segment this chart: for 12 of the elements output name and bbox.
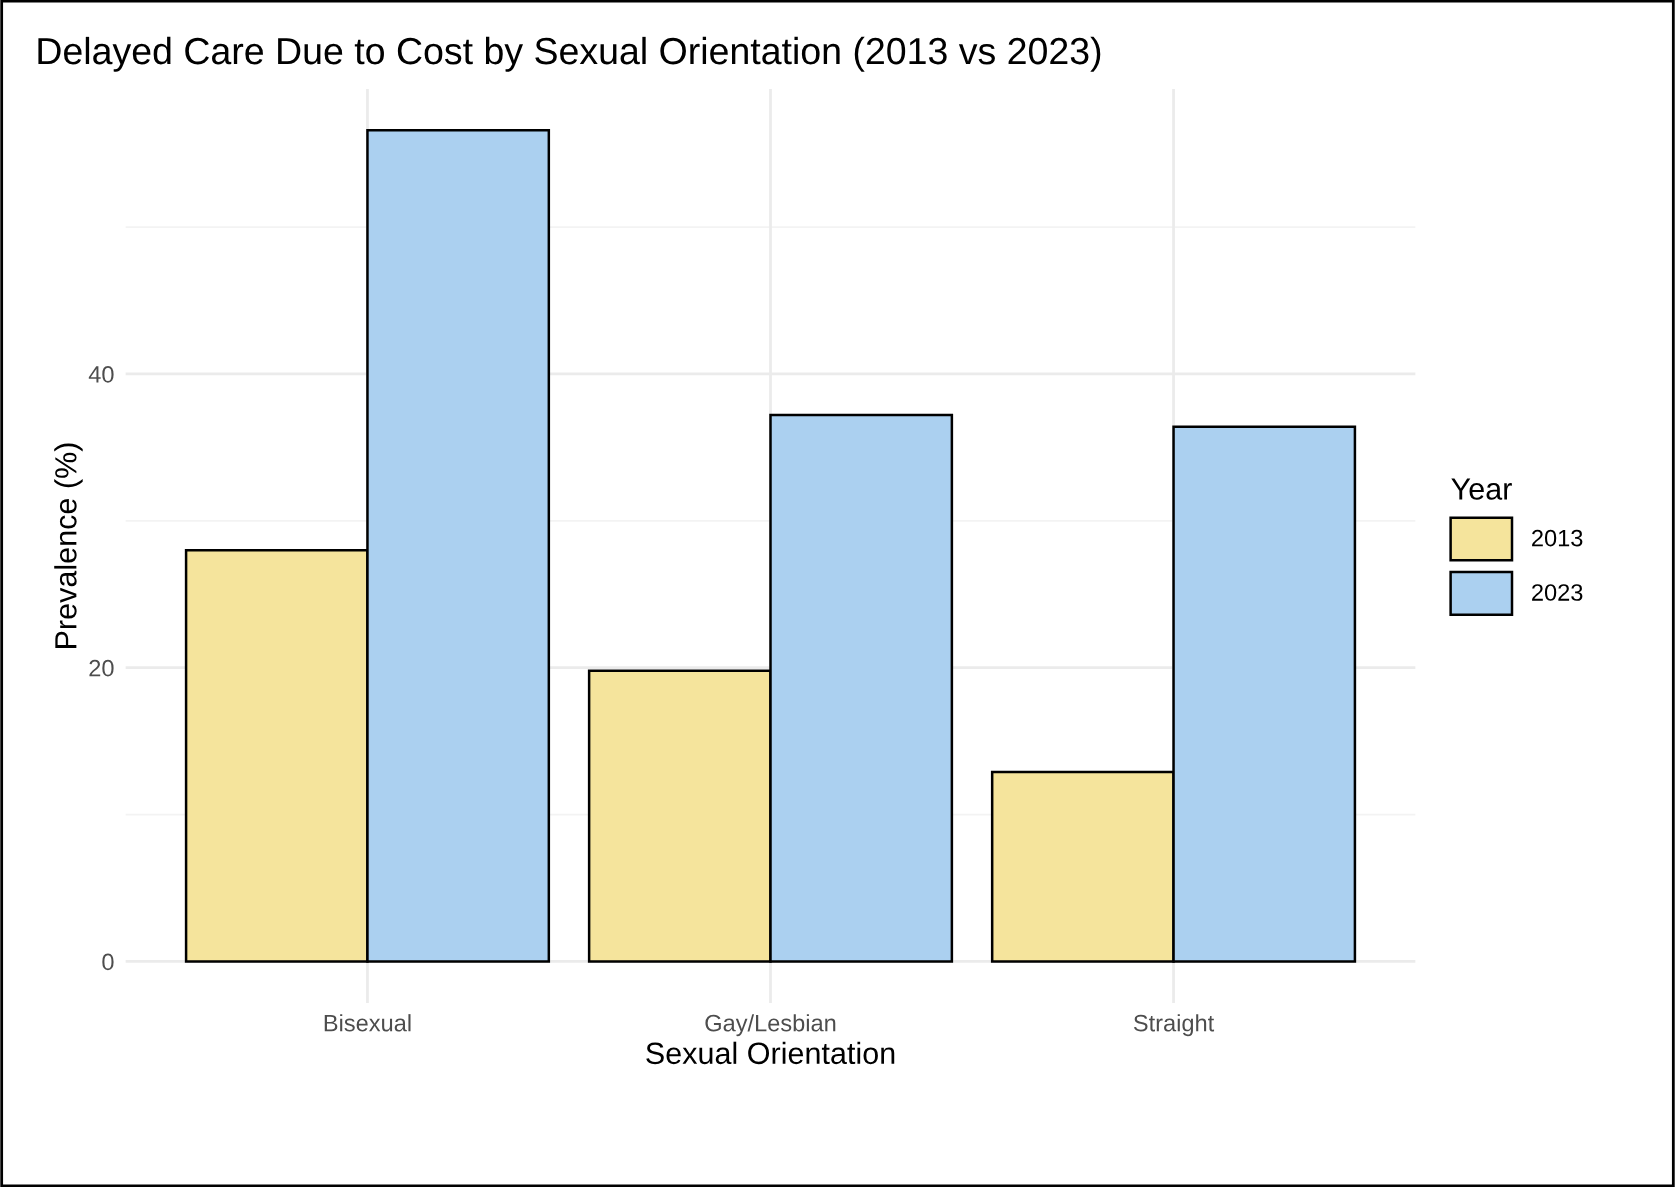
x-tick-label: Bisexual <box>324 1014 411 1032</box>
y-tick-label: 20 <box>89 659 114 677</box>
x-tick-label: Straight <box>1133 1014 1215 1037</box>
x-tick-label: Gay/Lesbian <box>705 1014 836 1037</box>
legend-label: 2013 <box>1532 529 1583 547</box>
legend-label: 2023 <box>1532 584 1583 601</box>
x-axis-title: Sexual Orientation <box>646 1041 895 1065</box>
chart-title: Delayed Care Due to Cost by Sexual Orientation (2013 vs 2023) <box>38 36 1101 72</box>
y-tick-label: 40 <box>88 366 114 383</box>
legend-title: Year <box>1451 478 1512 500</box>
y-axis-title: Prevalence (%) <box>54 443 83 648</box>
y-tick-label: 0 <box>102 953 114 971</box>
